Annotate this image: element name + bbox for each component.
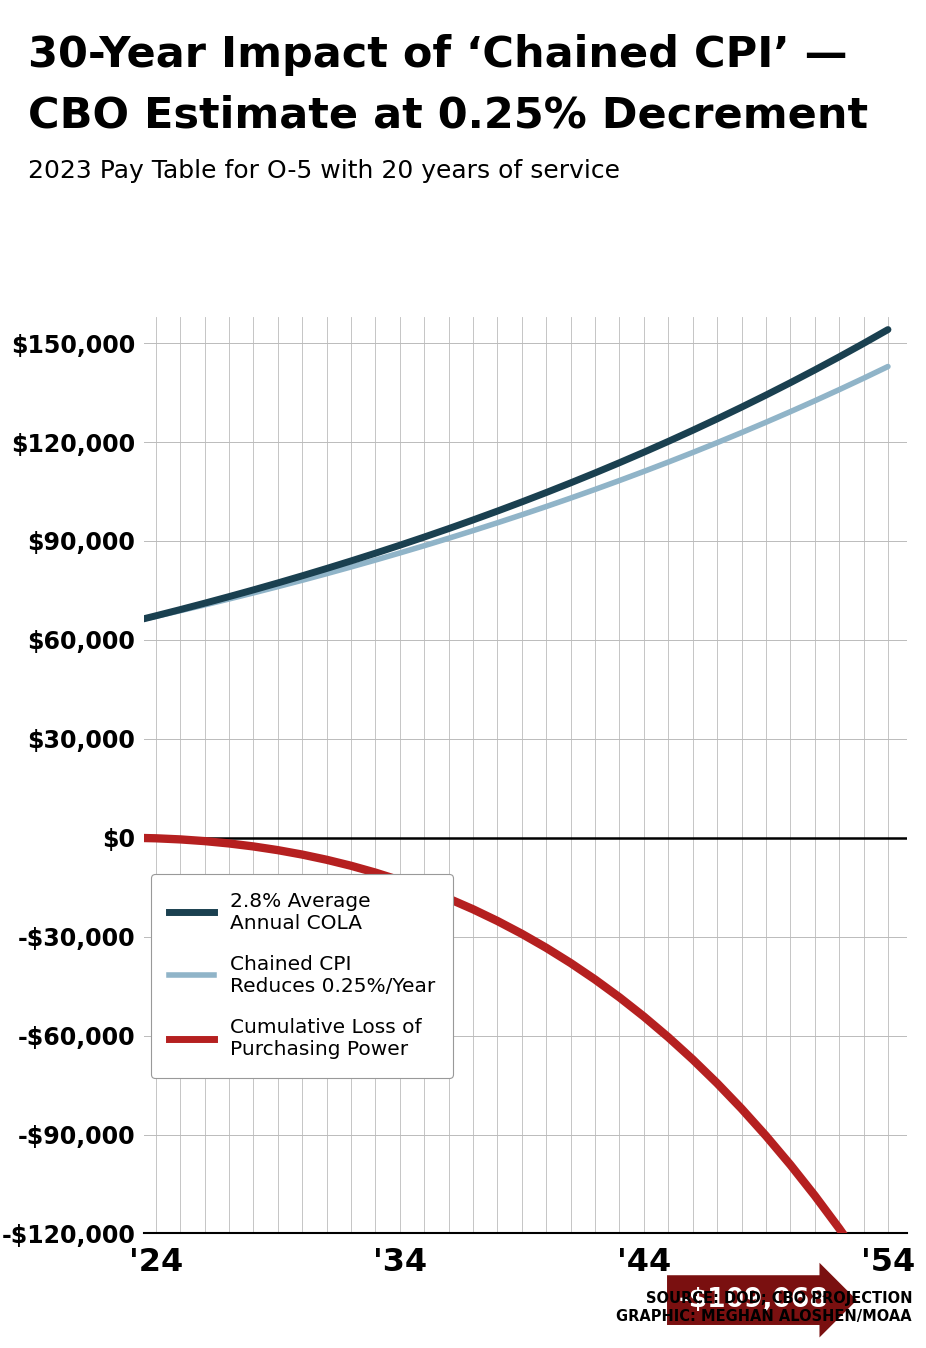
Text: CBO Estimate at 0.25% Decrement: CBO Estimate at 0.25% Decrement (28, 94, 868, 136)
Text: SOURCE: DOD; CBO PROJECTION
GRAPHIC: MEGHAN ALOSHEN/MOAA: SOURCE: DOD; CBO PROJECTION GRAPHIC: MEG… (617, 1291, 912, 1324)
Text: 2023 Pay Table for O-5 with 20 years of service: 2023 Pay Table for O-5 with 20 years of … (28, 159, 619, 183)
Legend: 2.8% Average
Annual COLA, Chained CPI
Reduces 0.25%/Year, Cumulative Loss of
Pur: 2.8% Average Annual COLA, Chained CPI Re… (151, 874, 453, 1077)
Text: 30-Year Impact of ‘Chained CPI’ —: 30-Year Impact of ‘Chained CPI’ — (28, 34, 847, 75)
Text: -$109,068: -$109,068 (679, 1287, 829, 1313)
